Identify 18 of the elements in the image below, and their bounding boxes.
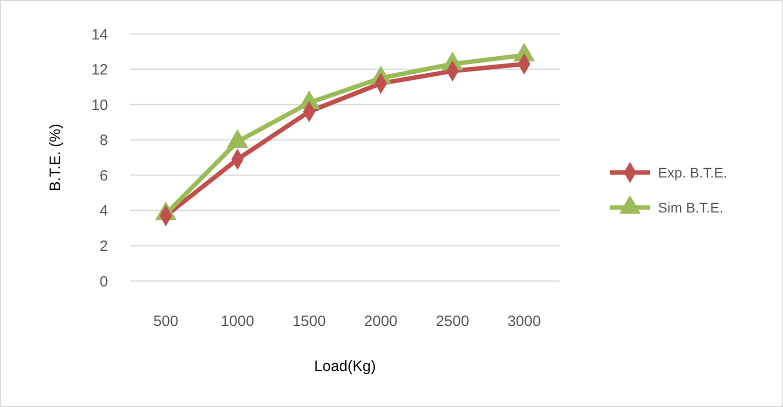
y-tick-label: 2	[100, 238, 108, 255]
x-tick-label: 1500	[292, 313, 326, 330]
x-tick-label: 500	[153, 313, 178, 330]
x-tick-label: 1000	[220, 313, 254, 330]
x-tick-label: 2000	[364, 313, 398, 330]
x-axis-title: Load(Kg)	[314, 358, 376, 375]
legend-label: Exp. B.T.E.	[658, 164, 728, 180]
y-tick-label: 10	[91, 96, 108, 114]
y-tick-label: 4	[100, 202, 108, 220]
y-axis-title: B.T.E. (%)	[47, 124, 64, 192]
y-tick-label: 8	[100, 132, 108, 150]
x-tick-label: 2500	[436, 313, 470, 330]
y-tick-label: 12	[91, 62, 108, 79]
legend-label: Sim B.T.E.	[658, 199, 724, 216]
y-tick-label: 6	[100, 167, 108, 184]
y-tick-label: 14	[91, 26, 108, 44]
x-tick-label: 3000	[507, 313, 541, 330]
y-tick-label: 0	[100, 273, 108, 290]
